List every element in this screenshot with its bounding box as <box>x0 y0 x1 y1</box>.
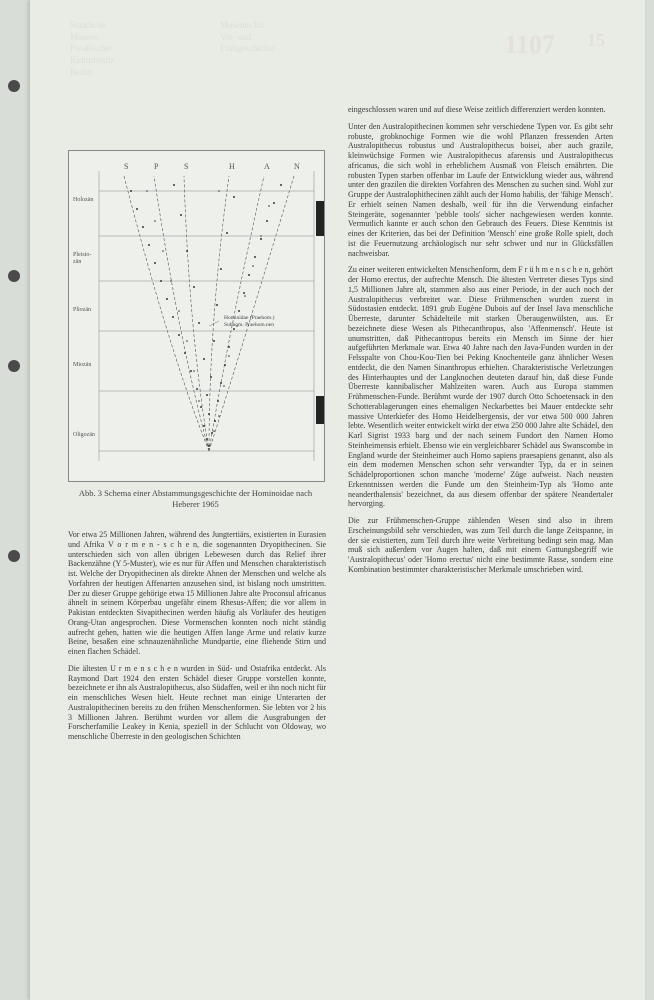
left-column: Vor etwa 25 Millionen Jahren, während de… <box>68 530 326 749</box>
header-section-number: 15 <box>587 30 605 51</box>
header-page-number: 1107 <box>504 30 555 60</box>
svg-text:Subhom. Praehom.nen: Subhom. Praehom.nen <box>224 322 274 328</box>
header-left: Staatliche Museen Preußischer Kulturbesi… <box>70 20 115 78</box>
paragraph: Unter den Australopithecinen kommen sehr… <box>348 122 613 259</box>
svg-text:Miozän: Miozän <box>73 362 91 368</box>
svg-text:Holozän: Holozän <box>73 197 93 203</box>
svg-text:P: P <box>154 162 159 171</box>
scale-bar-bottom <box>316 396 324 424</box>
binding-holes <box>8 0 22 1000</box>
hole <box>8 80 20 92</box>
svg-text:Pliozän: Pliozän <box>73 307 91 313</box>
phylogeny-figure: S P S H A N Holozän Pleisto- zän Pliozän… <box>68 150 325 482</box>
svg-text:Hominidae (Praehom.): Hominidae (Praehom.) <box>224 314 275 321</box>
content-area: S P S H A N Holozän Pleisto- zän Pliozän… <box>68 105 617 980</box>
figure-caption: Abb. 3 Schema einer Abstammungsgeschicht… <box>68 488 323 510</box>
svg-text:N: N <box>294 162 300 171</box>
scale-bar-top <box>316 201 324 236</box>
paragraph: Zu einer weiteren entwickelten Menschenf… <box>348 265 613 509</box>
phylogeny-tree-svg: S P S H A N Holozän Pleisto- zän Pliozän… <box>69 151 324 481</box>
paragraph: Die ältesten U r m e n s c h e n wurden … <box>68 664 326 742</box>
hole <box>8 550 20 562</box>
hole <box>8 270 20 282</box>
svg-text:A: A <box>264 162 270 171</box>
page-header: Staatliche Museen Preußischer Kulturbesi… <box>70 20 615 90</box>
right-column: eingeschlossen waren und auf diese Weise… <box>348 105 613 582</box>
header-mid: Museum für Vor- und Frühgeschichte <box>220 20 275 55</box>
paragraph: eingeschlossen waren und auf diese Weise… <box>348 105 613 115</box>
svg-text:S: S <box>184 162 188 171</box>
paragraph: Vor etwa 25 Millionen Jahren, während de… <box>68 530 326 657</box>
hole <box>8 360 20 372</box>
paragraph: Die zur Frühmenschen-Gruppe zählenden We… <box>348 516 613 575</box>
svg-text:zän: zän <box>73 259 81 265</box>
page: Staatliche Museen Preußischer Kulturbesi… <box>30 0 645 1000</box>
svg-text:Pleisto-: Pleisto- <box>73 252 91 258</box>
svg-text:H: H <box>229 162 235 171</box>
svg-text:Oligozän: Oligozän <box>73 432 95 438</box>
svg-text:S: S <box>124 162 128 171</box>
